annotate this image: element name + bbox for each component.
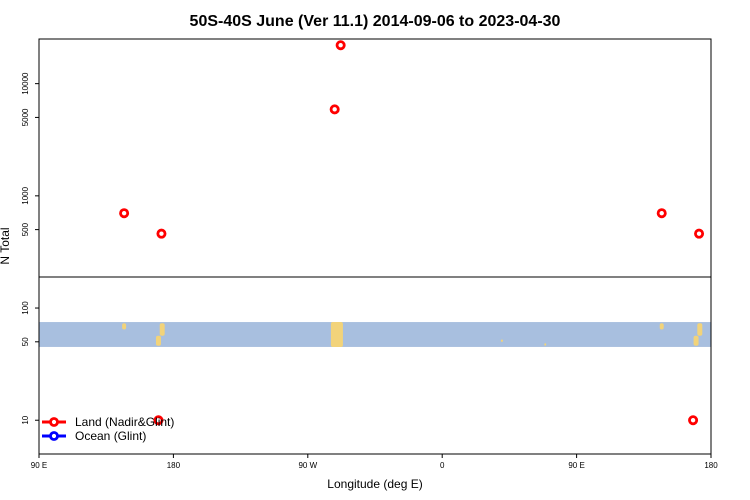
data-point <box>694 228 705 239</box>
plot-frame <box>38 38 712 455</box>
land-speck <box>159 323 165 336</box>
data-points <box>119 40 705 426</box>
legend-label-ocean: Ocean (Glint) <box>75 429 146 443</box>
y-axis-label: N Total <box>0 227 12 264</box>
y-tick-label: 5000 <box>21 108 30 126</box>
x-tick-label: 90 E <box>568 461 584 470</box>
data-point <box>656 208 667 219</box>
legend-marker-land <box>49 417 59 427</box>
land-speck <box>697 323 703 336</box>
ocean-band <box>39 322 711 347</box>
y-tick-label: 50 <box>21 337 30 346</box>
land-speck <box>155 335 161 346</box>
land-speck <box>544 343 547 346</box>
x-tick-label: 0 <box>440 461 445 470</box>
data-point <box>156 228 167 239</box>
land-speck <box>500 339 503 342</box>
y-tick-label: 1000 <box>21 186 30 204</box>
chart-title: 50S-40S June (Ver 11.1) 2014-09-06 to 20… <box>190 13 561 30</box>
y-tick-label: 100 <box>21 301 30 315</box>
y-tick-label: 10 <box>21 415 30 424</box>
land-speck <box>693 335 699 346</box>
x-axis: 90 E 180 90 W 0 90 E 180 <box>31 454 718 470</box>
land-speck <box>659 323 664 330</box>
data-point <box>153 415 164 426</box>
x-tick-label: 90 E <box>31 461 47 470</box>
x-tick-label: 180 <box>167 461 181 470</box>
x-tick-label: 180 <box>704 461 718 470</box>
y-tick-label: 500 <box>21 222 30 236</box>
land-mass-layer <box>122 322 703 347</box>
data-point <box>329 104 340 115</box>
data-point <box>335 40 346 51</box>
y-axis: 10 50 100 500 1000 5000 10000 <box>21 72 39 425</box>
legend-label-land: Land (Nadir&Glint) <box>75 415 174 429</box>
x-axis-label: Longitude (deg E) <box>327 477 422 491</box>
land-speck <box>122 323 127 330</box>
y-tick-label: 10000 <box>21 72 30 95</box>
data-point <box>688 415 699 426</box>
land-band <box>39 322 711 347</box>
legend: Land (Nadir&Glint) Ocean (Glint) <box>42 415 174 443</box>
x-tick-label: 90 W <box>298 461 317 470</box>
data-point <box>119 208 130 219</box>
land-speck <box>330 322 343 347</box>
legend-marker-ocean <box>49 431 59 441</box>
